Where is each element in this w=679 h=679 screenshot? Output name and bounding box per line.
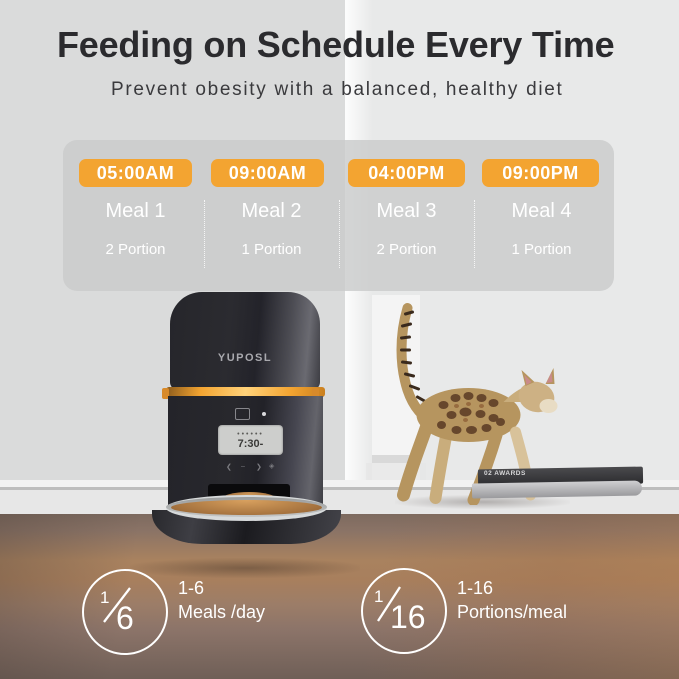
- svg-text:16: 16: [390, 599, 426, 632]
- svg-text:1: 1: [100, 588, 109, 607]
- svg-text:6: 6: [116, 600, 134, 633]
- svg-text:1: 1: [374, 587, 383, 606]
